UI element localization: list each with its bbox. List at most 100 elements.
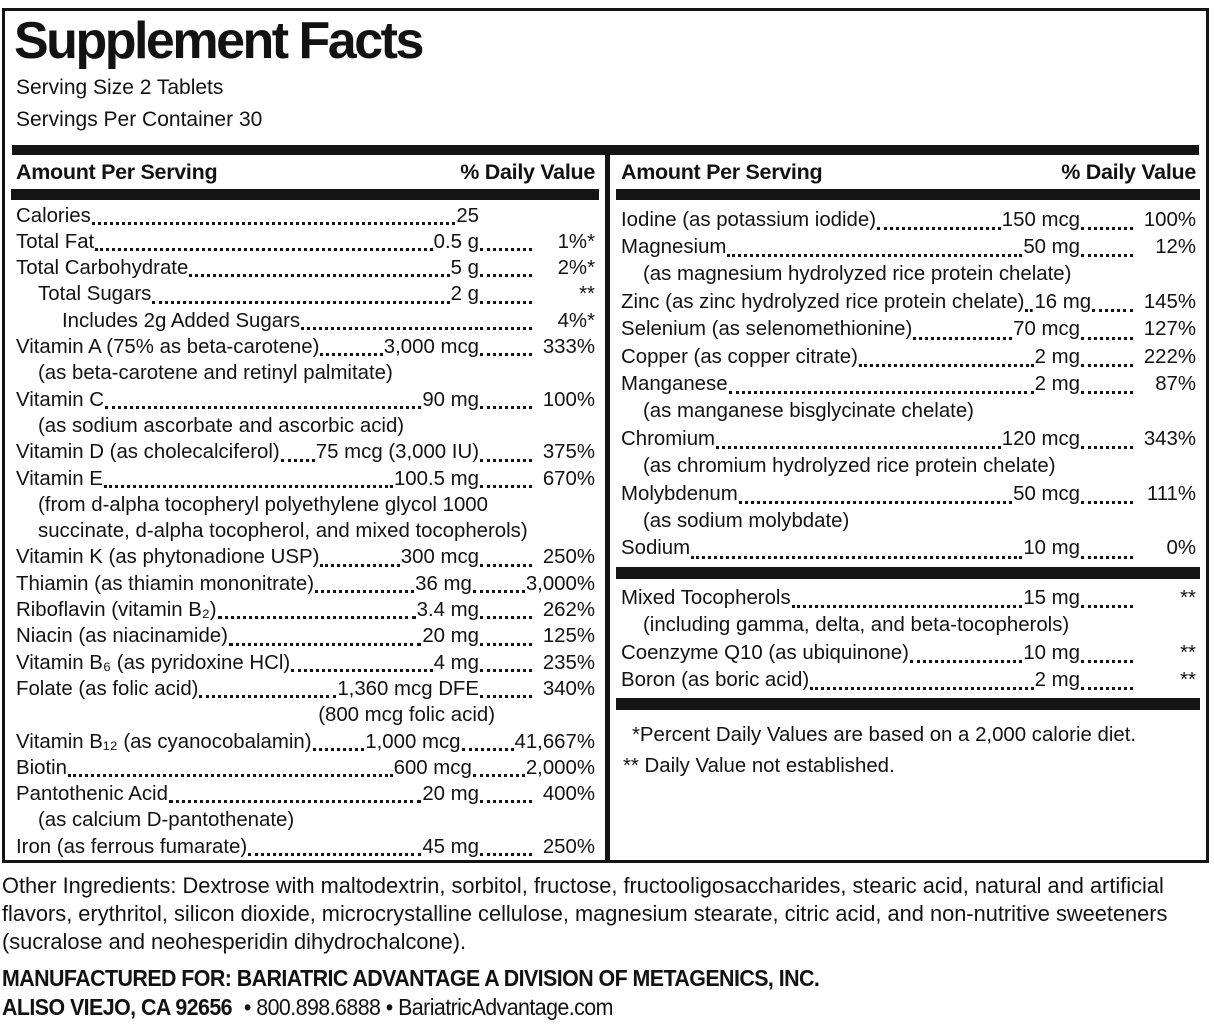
nutrient-row: Folate (as folic acid) 1,360 mcg DFE 340% [16, 676, 595, 702]
dot-leader [480, 616, 532, 620]
dot-leader [315, 590, 415, 594]
nutrient-amount: 10 mg [1023, 537, 1080, 560]
address-city: ALISO VIEJO, CA 92656 [2, 994, 233, 1020]
nutrient-row: Zinc (as zinc hydrolyzed rice protein ch… [621, 289, 1196, 316]
facts-column-left: Amount Per Serving % Daily Value Calorie… [5, 155, 605, 860]
nutrient-row: Calories 25 [16, 203, 595, 229]
dot-leader [909, 660, 1023, 664]
dot-leader [1081, 501, 1133, 505]
dot-leader [877, 226, 1001, 230]
nutrient-daily-value: 0% [1166, 537, 1196, 560]
dot-leader [199, 695, 337, 699]
nutrient-name: Vitamin B₆ (as pyridoxine HCl) [16, 651, 291, 674]
nutrient-amount: 20 mg [422, 625, 479, 648]
nutrient-rows-right-extra: Mixed Tocopherols 15 mg ** (including gamma… [610, 582, 1206, 695]
nutrient-row: Vitamin A (75% as beta-carotene) 3,000 mc… [16, 334, 595, 360]
nutrient-amount: 3.4 mg [416, 599, 479, 622]
dot-leader [248, 853, 422, 856]
panel-title: Supplement Facts [14, 12, 424, 70]
nutrient-name: Niacin (as niacinamide) [16, 625, 228, 648]
nutrient-amount: 36 mg [415, 572, 472, 595]
dot-leader [68, 774, 393, 778]
nutrient-amount: 2 mg [1034, 373, 1080, 396]
nutrient-row: Vitamin K (as phytonadione USP) 300 mcg 25… [16, 544, 595, 570]
nutrient-daily-value: 250% [542, 835, 595, 858]
dot-leader [480, 695, 532, 699]
nutrient-row: Niacin (as niacinamide) 20 mg 125% [16, 623, 595, 649]
nutrient-name: Boron (as boric acid) [621, 669, 810, 692]
dot-leader [1025, 309, 1034, 313]
nutrient-daily-value: 400% [542, 783, 595, 806]
dot-leader [727, 254, 1023, 258]
dot-leader [480, 642, 532, 646]
address-line: ALISO VIEJO, CA 92656 • 800.898.6888 • B… [2, 994, 1127, 1021]
dot-leader [480, 668, 532, 672]
nutrient-name: Folate (as folic acid) [16, 677, 199, 700]
nutrient-daily-value: 1%* [557, 230, 595, 253]
section-divider-bar [616, 566, 1200, 579]
dot-leader [1081, 391, 1133, 395]
nutrient-daily-value: ** [1180, 641, 1196, 664]
nutrient-daily-value: 12% [1155, 235, 1196, 258]
column-header-bar [11, 188, 599, 200]
dot-leader [858, 364, 1034, 368]
nutrient-row: Biotin 600 mcg 2,000% [16, 755, 595, 781]
column-header-left: Amount Per Serving % Daily Value [5, 155, 605, 189]
nutrient-daily-value: 4%* [557, 309, 595, 332]
nutrient-name: Calories [16, 204, 91, 227]
column-header-bar [616, 188, 1200, 200]
nutrient-amount: 3,000 mcg [383, 336, 479, 359]
nutrient-daily-value: 87% [1155, 373, 1196, 396]
nutrient-row: Iron (as ferrous fumarate) 45 mg 250% [16, 834, 595, 860]
nutrient-amount: 4 mg [433, 651, 479, 674]
nutrient-amount: 1,000 mcg [365, 730, 461, 753]
facts-column-right: Amount Per Serving % Daily Value Iodine … [605, 154, 1206, 860]
nutrient-name: Mixed Tocopherols [621, 586, 791, 609]
nutrient-name: Selenium (as selenomethionine) [621, 318, 913, 341]
dot-leader [810, 687, 1034, 691]
nutrient-name: Total Sugars [38, 283, 152, 306]
nutrient-name: Molybdenum [621, 482, 738, 505]
nutrient-row: Selenium (as selenomethionine) 70 mcg 127% [621, 316, 1196, 343]
address-contact: • 800.898.6888 • BariatricAdvantage.com [243, 994, 614, 1020]
nutrient-row: Iodine (as potassium iodide) 150 mcg 100% [621, 207, 1196, 234]
dot-leader [105, 405, 422, 409]
nutrient-row: Vitamin D (as cholecalciferol) 75 mcg (3,… [16, 439, 595, 465]
nutrient-source-note: (as manganese bisglycinate chelate) [643, 400, 974, 423]
daily-value-header: % Daily Value [1061, 159, 1196, 184]
dot-leader [913, 336, 1013, 340]
nutrient-daily-value: 340% [542, 677, 595, 700]
other-ingredients-text: Other Ingredients: Dextrose with maltode… [2, 873, 1168, 954]
nutrient-row: Magnesium 50 mg 12% [621, 234, 1196, 261]
dot-leader [728, 391, 1034, 395]
nutrient-name: Riboflavin (vitamin B₂) [16, 599, 217, 622]
nutrient-name: Thiamin (as thiamin mononitrate) [16, 572, 315, 595]
nutrient-source-note: (as sodium ascorbate and ascorbic acid) [38, 414, 405, 437]
dot-leader [1081, 605, 1133, 609]
nutrient-daily-value: 262% [542, 599, 595, 622]
nutrient-daily-value: 3,000% [525, 572, 595, 595]
nutrient-row: Mixed Tocopherols 15 mg ** [621, 585, 1196, 612]
nutrient-row: Total Carbohydrate 5 g 2%* [16, 255, 595, 281]
nutrient-row: Chromium 120 mcg 343% [621, 426, 1196, 453]
nutrient-source-note: (as calcium D-pantothenate) [38, 809, 295, 832]
servings-per-container: Servings Per Container 30 [16, 108, 263, 131]
dot-leader [1081, 555, 1133, 559]
nutrient-row: Boron (as boric acid) 2 mg ** [621, 667, 1196, 694]
nutrient-row: Thiamin (as thiamin mononitrate) 36 mg 3,0… [16, 571, 595, 597]
nutrient-name: Pantothenic Acid [16, 783, 168, 806]
dot-leader [228, 642, 422, 646]
dot-leader [480, 300, 532, 304]
nutrient-row: Copper (as copper citrate) 2 mg 222% [621, 344, 1196, 371]
facts-columns: Amount Per Serving % Daily Value Calorie… [5, 154, 1206, 860]
nutrient-source-note: (including gamma, delta, and beta-tocoph… [643, 614, 1070, 637]
nutrient-daily-value: 670% [542, 467, 595, 490]
nutrient-row: Includes 2g Added Sugars 4%* [16, 308, 595, 334]
nutrient-daily-value: 41,667% [514, 730, 596, 753]
nutrient-daily-value: 2,000% [525, 756, 595, 779]
dot-leader [480, 248, 532, 252]
footnote-dv-not-established: ** Daily Value not established. [623, 754, 895, 777]
supplement-facts-panel: Supplement Facts Serving Size 2 Tablets … [2, 8, 1209, 863]
serving-size: Serving Size 2 Tablets [16, 76, 224, 99]
nutrient-daily-value: 125% [542, 625, 595, 648]
